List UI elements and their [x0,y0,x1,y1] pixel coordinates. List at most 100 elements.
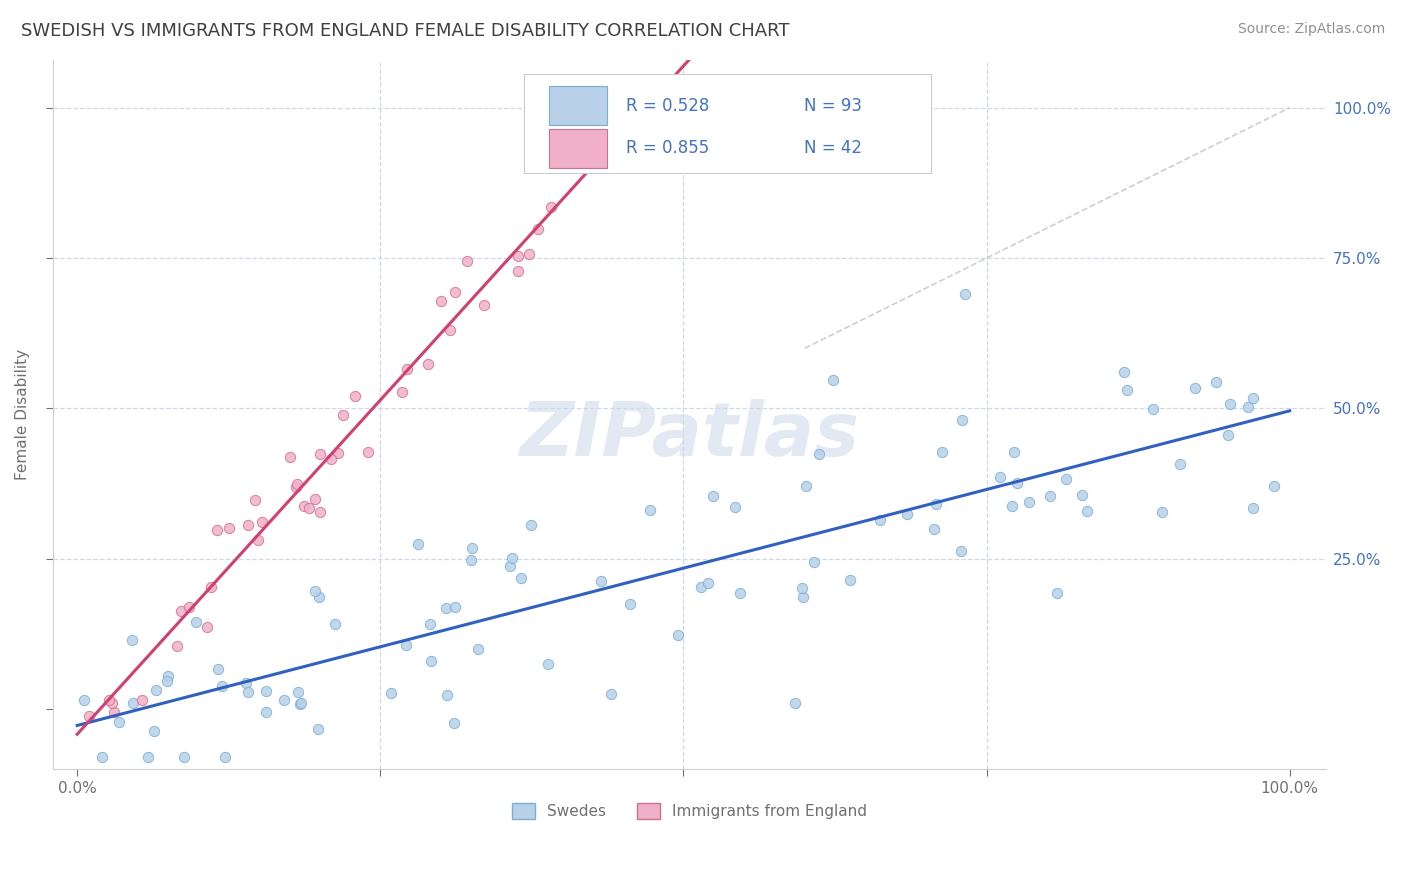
Text: R = 0.855: R = 0.855 [626,139,709,157]
Point [1168,458,1191,472]
Point [896,507,918,521]
Point [1216,428,1239,442]
Point [950,413,973,427]
Point [91,750,114,764]
Point [309,447,332,461]
Point [439,323,461,337]
Text: ZIPatlas: ZIPatlas [519,400,859,472]
Point [169,604,191,618]
Point [589,574,612,588]
Point [1142,401,1164,416]
Point [332,409,354,423]
Point [520,518,543,533]
Point [122,696,145,710]
FancyBboxPatch shape [524,74,931,173]
Point [953,287,976,301]
Point [143,723,166,738]
Point [925,497,948,511]
Point [254,705,277,719]
Point [510,570,533,584]
Point [1018,494,1040,508]
Text: N = 42: N = 42 [804,139,862,157]
Point [238,518,260,533]
Point [205,523,228,537]
Point [184,615,207,630]
Point [207,662,229,676]
Point [430,294,453,309]
Point [420,654,443,668]
Point [243,493,266,508]
Point [246,533,269,548]
Point [278,450,301,465]
Point [235,675,257,690]
Point [1039,489,1062,503]
Point [395,361,418,376]
Point [931,445,953,459]
Point [821,373,844,387]
Point [145,683,167,698]
Point [288,698,311,712]
Point [395,638,418,652]
Point [434,601,457,615]
Point [1076,504,1098,518]
Point [950,544,973,558]
Point [499,558,522,573]
Point [214,750,236,764]
Point [436,688,458,702]
Point [540,200,562,214]
FancyBboxPatch shape [550,128,607,168]
Point [156,668,179,682]
Point [724,500,747,515]
Point [501,550,523,565]
Point [1054,472,1077,486]
Point [460,541,482,555]
Point [467,642,489,657]
Point [1112,365,1135,379]
Point [803,555,825,569]
Point [1219,397,1241,411]
Point [839,574,862,588]
Y-axis label: Female Disability: Female Disability [15,349,30,480]
Point [1005,476,1028,491]
Point [319,452,342,467]
Point [696,575,718,590]
Point [792,590,814,604]
Point [173,750,195,764]
Point [218,521,240,535]
Point [177,600,200,615]
Point [1184,381,1206,395]
Point [292,500,315,514]
Legend: Swedes, Immigrants from England: Swedes, Immigrants from England [506,797,873,825]
Point [1002,444,1025,458]
Point [1152,505,1174,519]
Point [527,222,550,236]
Point [1046,586,1069,600]
Point [287,685,309,699]
Point [273,693,295,707]
Point [380,686,402,700]
Point [328,446,350,460]
Point [1001,499,1024,513]
Point [416,357,439,371]
Point [308,505,330,519]
Point [460,553,482,567]
Point [298,501,321,516]
Point [406,536,429,550]
Point [166,640,188,654]
Point [506,264,529,278]
Point [285,477,308,491]
Point [794,479,817,493]
Point [808,447,831,461]
Point [508,249,530,263]
Point [1241,391,1264,405]
Point [103,705,125,719]
Point [1237,400,1260,414]
Point [131,692,153,706]
Point [1205,376,1227,390]
Point [290,697,312,711]
Point [323,617,346,632]
Point [236,685,259,699]
Point [702,489,724,503]
Point [1241,501,1264,516]
Point [195,620,218,634]
